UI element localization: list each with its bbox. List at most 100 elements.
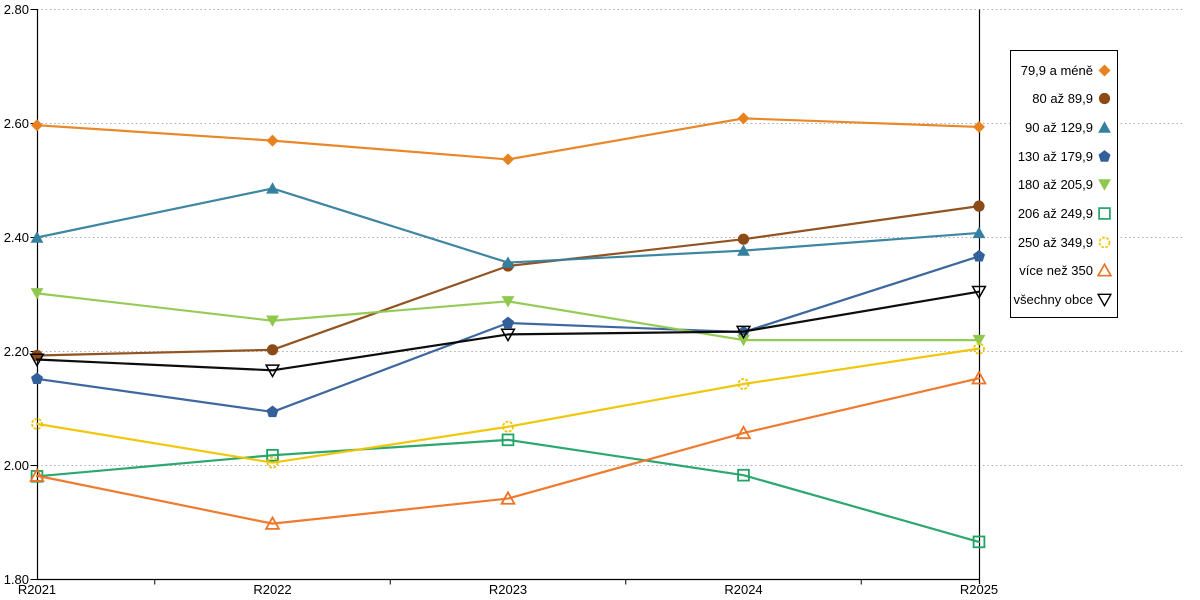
data-point: [972, 334, 986, 347]
series-2: [30, 182, 986, 268]
legend-label: více než 350: [1019, 263, 1093, 279]
data-point: [264, 515, 281, 530]
x-tick-label: R2023: [489, 582, 527, 597]
y-tick-label: 2.00: [4, 458, 29, 473]
legend-label: všechny obce: [1013, 292, 1094, 308]
y-tick-label: 2.20: [4, 344, 29, 359]
marker-triangle-down: [1097, 293, 1112, 308]
marker-diamond: [31, 119, 43, 132]
series-6: [31, 342, 985, 469]
marker-triangle-up: [501, 256, 515, 268]
data-point: [266, 456, 279, 469]
legend-marker-icon: [1098, 236, 1111, 249]
marker-triangle-down: [29, 353, 45, 368]
marker-diamond: [973, 120, 985, 133]
data-point: [972, 535, 986, 549]
legend-item-6: 250 až 349,9: [1011, 235, 1117, 250]
marker-square: [1098, 207, 1111, 220]
legend-item-2: 90 až 129,9: [1011, 120, 1117, 135]
data-point: [30, 288, 44, 300]
legend-marker-icon: [1098, 93, 1111, 105]
marker-diamond: [737, 112, 750, 125]
data-point: [737, 112, 750, 125]
series-4: [30, 288, 986, 347]
legend-marker-icon: [1097, 263, 1112, 277]
marker-pentagon: [1098, 149, 1111, 162]
y-tick-label: 2.60: [4, 116, 29, 131]
series-line: [35, 290, 981, 372]
y-tick-label: 2.80: [4, 2, 29, 17]
legend-marker-icon: [1097, 293, 1112, 308]
marker-triangle-up: [500, 490, 516, 505]
data-point: [973, 200, 985, 212]
marker-circle: [266, 456, 279, 469]
legend-item-3: 130 až 179,9: [1011, 149, 1117, 164]
marker-circle: [31, 349, 43, 362]
data-point: [737, 334, 750, 347]
marker-triangle-down: [735, 325, 752, 340]
data-point: [971, 370, 987, 385]
marker-triangle-down: [971, 285, 987, 300]
data-point: [266, 448, 279, 462]
marker-triangle-up: [972, 226, 986, 239]
marker-triangle-up: [735, 424, 752, 440]
marker-triangle-down: [501, 296, 515, 308]
data-point: [501, 433, 515, 447]
legend-item-7: více než 350: [1011, 263, 1117, 278]
series-line: [35, 117, 981, 161]
legend-label: 79,9 a méně: [1020, 62, 1093, 78]
data-point: [29, 467, 45, 482]
marker-circle: [973, 342, 985, 355]
marker-triangle-up: [29, 467, 45, 482]
x-tick-label: R2024: [724, 582, 762, 597]
y-tick-label: 2.40: [4, 230, 29, 245]
legend-marker-icon: [1098, 207, 1111, 220]
x-tick-label: R2022: [253, 582, 291, 597]
chart-legend: 79,9 a méně 80 až 89,9 90 až 129,9 130 až 1…: [1010, 50, 1118, 318]
marker-pentagon: [973, 249, 985, 262]
data-point: [737, 378, 750, 390]
data-point: [500, 490, 516, 505]
marker-diamond: [266, 134, 279, 147]
data-point: [737, 468, 750, 482]
legend-marker-icon: [1098, 64, 1111, 77]
x-tick-label: R2025: [960, 582, 998, 597]
series-0: [31, 112, 985, 166]
legend-item-4: 180 až 205,9: [1011, 177, 1117, 192]
data-point: [31, 372, 43, 385]
marker-circle: [737, 378, 750, 390]
marker-circle: [502, 420, 514, 433]
legend-marker-icon: [1098, 121, 1111, 133]
series-line: [35, 438, 981, 543]
data-point: [502, 153, 514, 166]
legend-label: 180 až 205,9: [1017, 177, 1093, 193]
data-point: [264, 364, 281, 379]
data-point: [266, 315, 279, 327]
series-line: [35, 347, 981, 464]
data-point: [501, 296, 515, 308]
marker-square: [266, 448, 279, 462]
legend-item-1: 80 až 89,9: [1011, 91, 1117, 106]
marker-pentagon: [502, 316, 514, 329]
legend-label: 130 až 179,9: [1017, 148, 1093, 164]
data-point: [266, 405, 279, 418]
data-point: [735, 424, 752, 440]
data-point: [972, 226, 986, 239]
data-point: [31, 119, 43, 132]
legend-label: 80 až 89,9: [1032, 91, 1093, 107]
marker-pentagon: [266, 405, 279, 418]
marker-triangle-up: [266, 182, 279, 194]
legend-marker-icon: [1098, 179, 1111, 192]
data-point: [973, 120, 985, 133]
data-point: [735, 325, 752, 340]
marker-triangle-down: [266, 315, 279, 327]
marker-triangle-down: [264, 364, 281, 379]
marker-triangle-down: [30, 288, 44, 300]
legend-item-0: 79,9 a méně: [1011, 63, 1117, 78]
marker-triangle-up: [264, 515, 281, 530]
data-point: [971, 285, 987, 300]
data-point: [266, 344, 279, 356]
series-7: [29, 370, 987, 530]
